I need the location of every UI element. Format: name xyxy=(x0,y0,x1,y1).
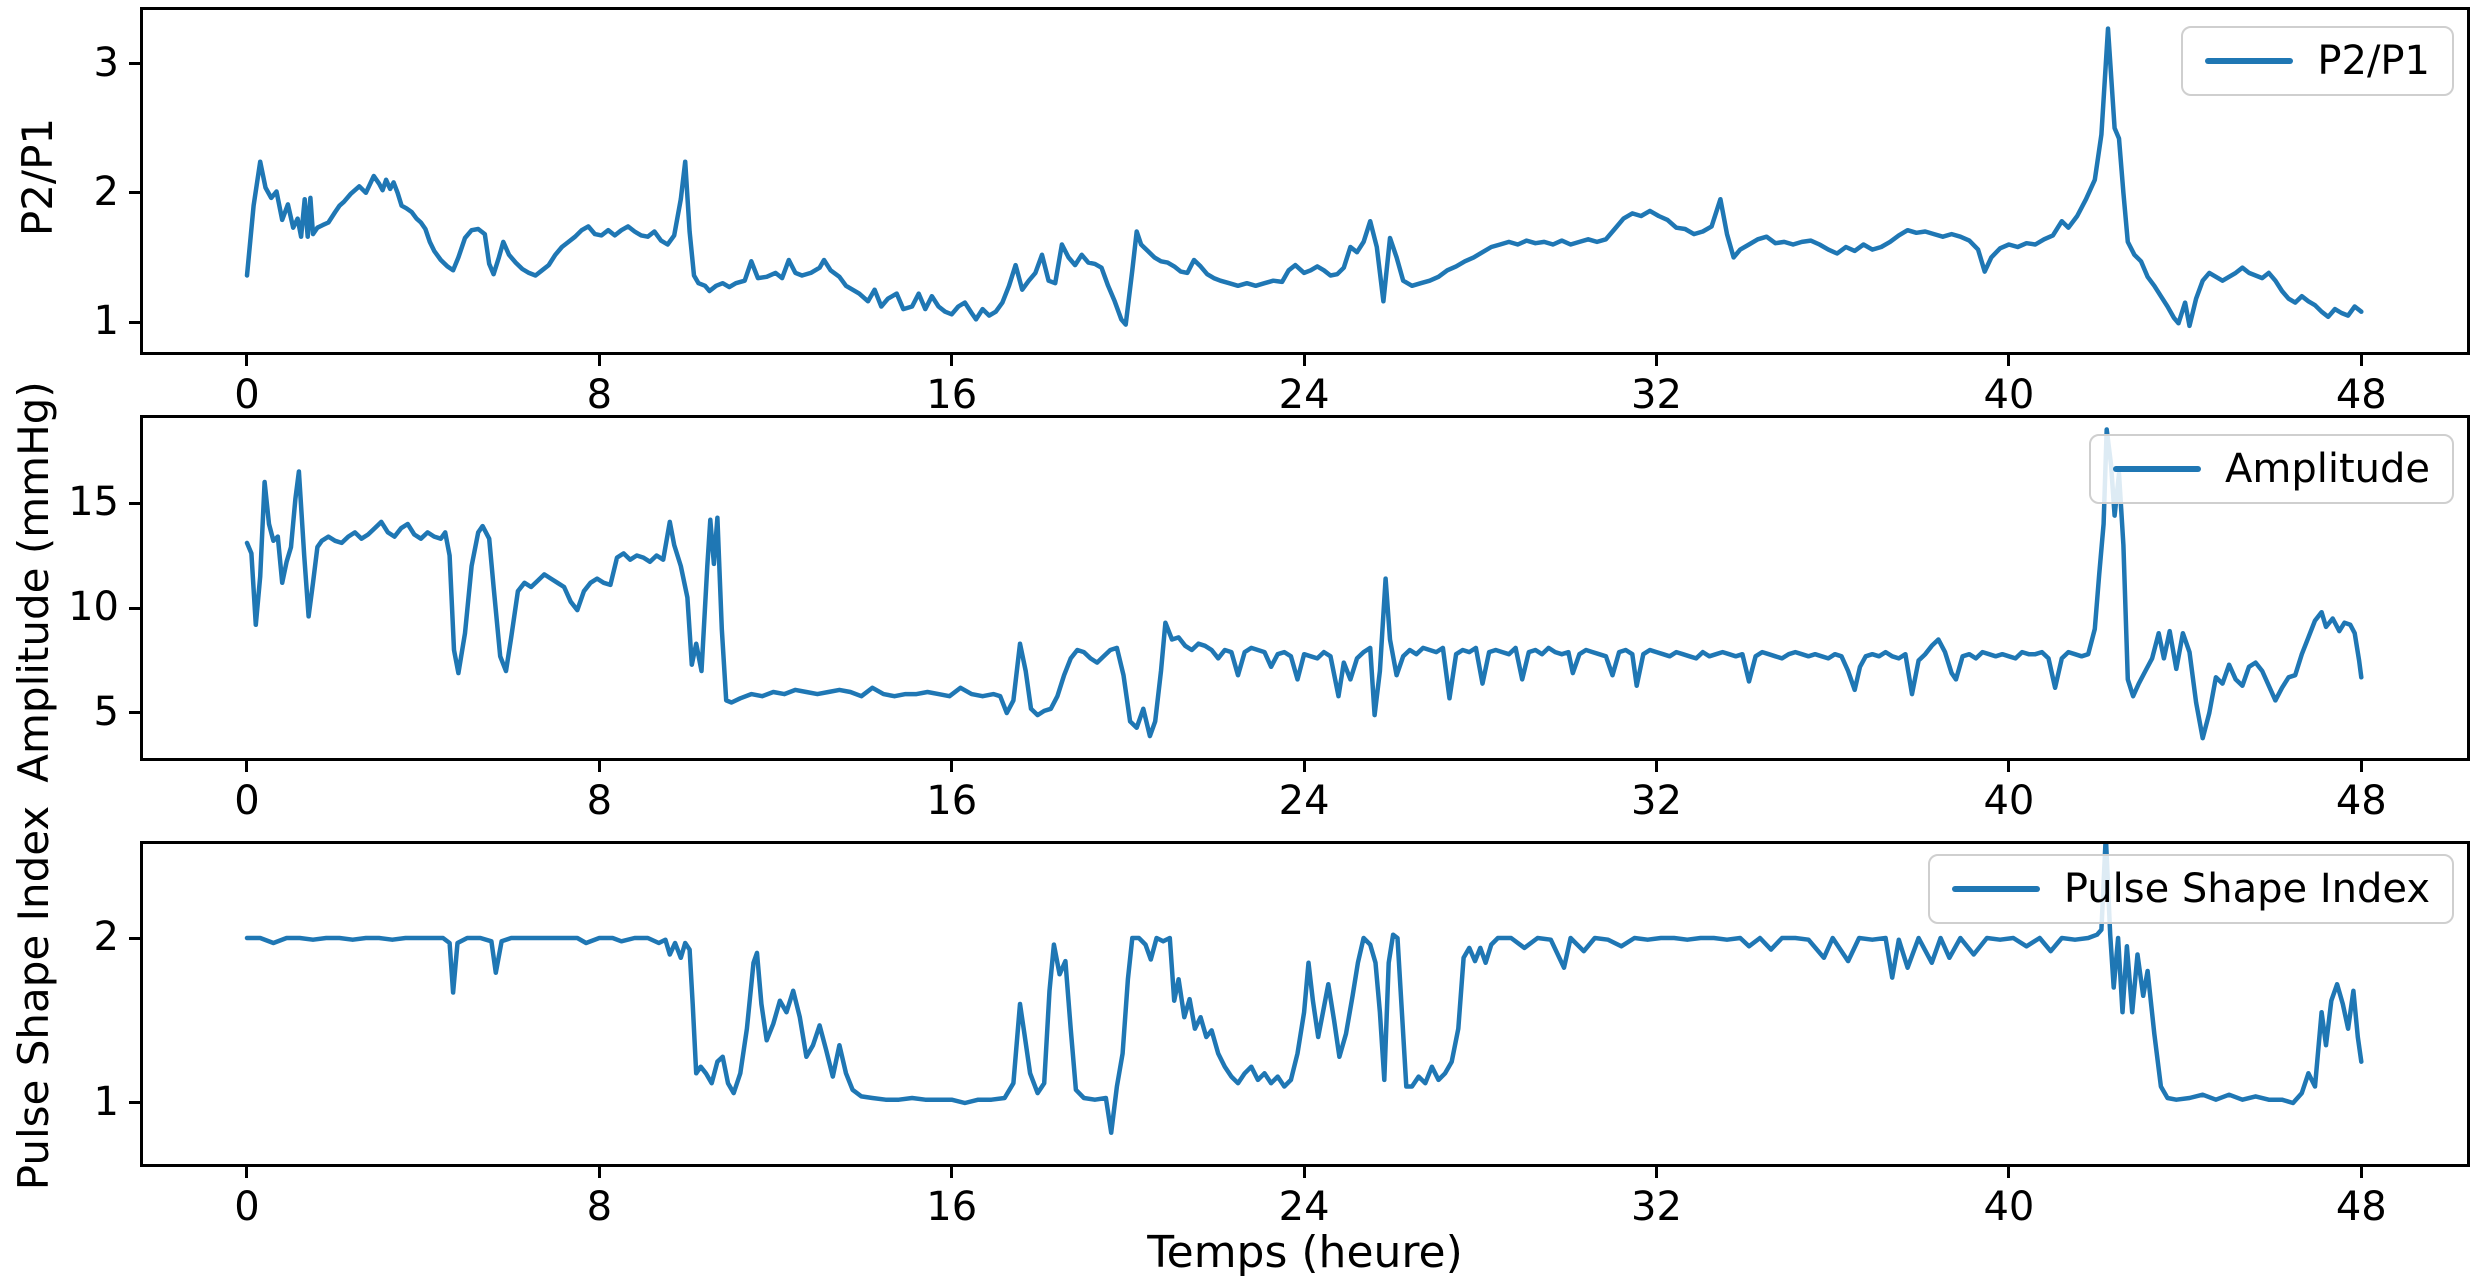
x-tick-label: 0 xyxy=(234,372,260,418)
x-tick-label: 48 xyxy=(2335,1184,2387,1230)
y-tick-mark xyxy=(129,936,143,940)
x-tick-mark xyxy=(1302,1164,1306,1178)
legend-label: Pulse Shape Index xyxy=(2063,866,2430,912)
x-tick-label: 8 xyxy=(586,372,613,418)
x-tick-mark xyxy=(2007,758,2011,772)
x-tick-label: 16 xyxy=(926,1184,978,1230)
x-tick-mark xyxy=(245,758,249,772)
x-tick-mark xyxy=(2359,352,2363,366)
x-tick-label: 48 xyxy=(2335,778,2387,824)
legend-label: P2/P1 xyxy=(2317,38,2430,84)
x-tick-mark xyxy=(2007,352,2011,366)
y-tick-mark xyxy=(129,606,143,610)
x-tick-label: 0 xyxy=(234,1184,260,1230)
amplitude-line xyxy=(244,427,2364,741)
x-tick-label: 40 xyxy=(1983,372,2035,418)
x-tick-label: 32 xyxy=(1631,1184,1682,1230)
x-tick-label: 24 xyxy=(1278,1184,1330,1230)
x-tick-label: 40 xyxy=(1983,778,2035,824)
x-tick-mark xyxy=(2007,1164,2011,1178)
y-tick-label: 2 xyxy=(93,168,119,215)
x-tick-label: 32 xyxy=(1631,372,1682,418)
subplot-amplitude-canvas xyxy=(244,427,2364,741)
x-tick-label: 48 xyxy=(2335,372,2387,418)
x-tick-mark xyxy=(1302,352,1306,366)
x-tick-mark xyxy=(2359,758,2363,772)
legend-label: Amplitude xyxy=(2225,446,2430,492)
subplot-p2p1-frame xyxy=(140,7,2470,355)
x-tick-label: 16 xyxy=(926,372,978,418)
legend-line-swatch xyxy=(2205,58,2294,64)
x-tick-label: 0 xyxy=(234,778,260,824)
y-tick-label: 1 xyxy=(93,298,119,344)
x-tick-label: 24 xyxy=(1278,372,1330,418)
x-tick-mark xyxy=(597,352,601,366)
y-tick-label: 5 xyxy=(93,688,119,735)
x-tick-mark xyxy=(597,1164,601,1178)
x-axis-label: Temps (heure) xyxy=(1147,1227,1463,1278)
x-tick-label: 32 xyxy=(1631,778,1682,824)
y-tick-label: 10 xyxy=(68,584,119,630)
x-tick-mark xyxy=(245,352,249,366)
y-axis-label-psi: Pulse Shape Index xyxy=(9,805,58,1191)
legend-line-swatch xyxy=(1951,886,2040,892)
x-tick-mark xyxy=(950,352,954,366)
y-tick-mark xyxy=(129,62,143,65)
x-tick-label: 8 xyxy=(586,778,613,824)
y-tick-label: 1 xyxy=(93,1078,119,1125)
y-tick-mark xyxy=(129,711,143,715)
y-tick-mark xyxy=(129,191,143,195)
legend-psi: Pulse Shape Index xyxy=(1927,854,2454,924)
x-tick-mark xyxy=(1302,758,1306,772)
p2-p1-line xyxy=(244,26,2364,329)
y-tick-label: 2 xyxy=(93,914,119,961)
y-tick-label: 3 xyxy=(93,39,119,86)
x-tick-mark xyxy=(1655,1164,1658,1178)
x-tick-mark xyxy=(2359,1164,2363,1178)
x-tick-mark xyxy=(597,758,601,772)
legend-p2p1: P2/P1 xyxy=(2181,26,2454,96)
x-tick-mark xyxy=(245,1164,249,1178)
x-tick-mark xyxy=(1655,758,1658,772)
y-tick-mark xyxy=(129,320,143,324)
y-tick-label: 15 xyxy=(68,479,119,525)
x-tick-label: 40 xyxy=(1983,1184,2035,1230)
x-tick-label: 16 xyxy=(926,778,978,824)
pulse-shape-index-line xyxy=(244,844,2364,1135)
subplot-psi-canvas xyxy=(244,844,2364,1135)
y-tick-mark xyxy=(129,501,143,505)
subplot-p2p1-canvas xyxy=(244,26,2364,329)
legend-line-swatch xyxy=(2113,466,2202,472)
x-tick-label: 8 xyxy=(586,1184,613,1230)
y-tick-mark xyxy=(129,1101,143,1105)
legend-amplitude: Amplitude xyxy=(2089,434,2454,504)
x-tick-label: 24 xyxy=(1278,778,1330,824)
x-tick-mark xyxy=(950,1164,954,1178)
x-tick-mark xyxy=(950,758,954,772)
x-tick-mark xyxy=(1655,352,1658,366)
